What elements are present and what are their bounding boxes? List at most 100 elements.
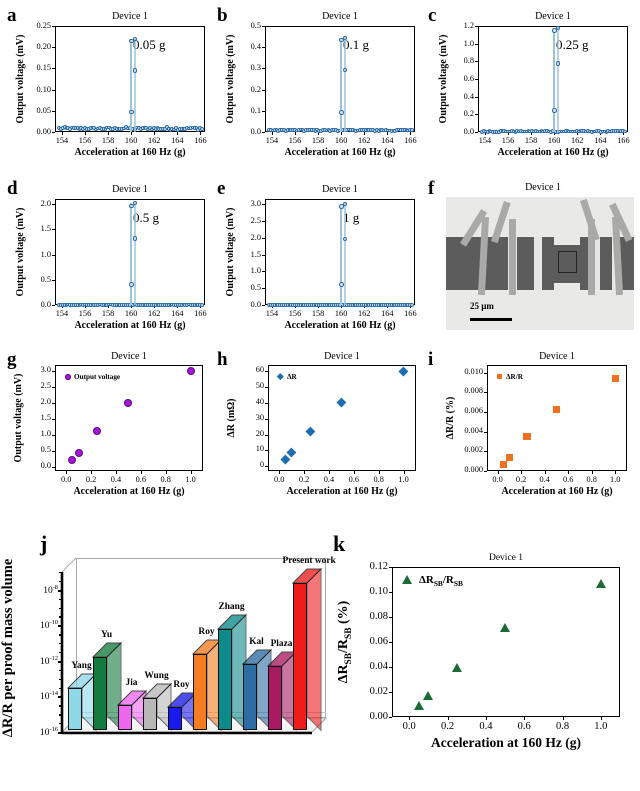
panel-j-ytick-minor bbox=[59, 572, 62, 574]
panel-k-title: Device 1 bbox=[488, 553, 524, 563]
panel-c-noise-marker bbox=[623, 129, 627, 134]
panel-j-ytick-minor bbox=[59, 607, 62, 609]
panel-label-c: c bbox=[428, 5, 437, 26]
panel-h-xtick-label: 0.0 bbox=[274, 475, 285, 484]
panel-c-xtick-label: 156 bbox=[501, 136, 515, 145]
panel-c-xtick bbox=[600, 132, 602, 136]
panel-j-ytick-label: 10-12 bbox=[40, 654, 58, 668]
panel-i-xtick-label: 0.8 bbox=[586, 475, 597, 484]
panel-k-xtick bbox=[600, 717, 602, 721]
panel-b-annotation: 0.1 g bbox=[343, 36, 369, 52]
panel-h-xtick-label: 0.8 bbox=[373, 475, 384, 484]
panel-i-ytick bbox=[483, 431, 487, 433]
panel-h-xtick bbox=[328, 471, 330, 475]
panel-k-ytick-label: 0.04 bbox=[369, 661, 388, 672]
panel-g-legend-label: Output voltage bbox=[74, 373, 121, 381]
panel-e-ytick-label: 2.5 bbox=[250, 215, 261, 225]
panel-j-bar-3d-faces bbox=[291, 567, 322, 732]
panel-k-xlabel: Acceleration at 160 Hz (g) bbox=[431, 735, 581, 750]
panel-a-ytick bbox=[51, 110, 55, 112]
panel-b-xtick-label: 158 bbox=[311, 136, 325, 145]
panel-j-bar bbox=[191, 638, 222, 732]
panel-k-legend-marker bbox=[402, 575, 412, 584]
panel-k-ytick-label: 0.10 bbox=[369, 586, 388, 597]
panel-i-xtick bbox=[521, 471, 523, 475]
panel-d-noise-marker bbox=[200, 302, 204, 307]
panel-g-xtick-label: 0.2 bbox=[85, 475, 97, 484]
panel-e-ytick-label: 0.5 bbox=[250, 283, 261, 293]
panel-g-ytick-label: 2.0 bbox=[40, 397, 51, 407]
panel-j-bar-label: Roy bbox=[198, 626, 215, 637]
panel-j-bar-label: Plaza bbox=[270, 639, 293, 650]
panel-k-ytick-label: 0.06 bbox=[369, 636, 388, 647]
panel-j-bar-label: Present work bbox=[282, 555, 336, 566]
panel-a-xtick-label: 164 bbox=[171, 136, 184, 145]
panel-b-noise-marker bbox=[410, 128, 414, 133]
panel-i-data-point bbox=[552, 405, 560, 413]
panel-a-xtick bbox=[154, 132, 156, 136]
panel-e-peak-stem bbox=[339, 203, 343, 305]
panel-a-ytick bbox=[51, 132, 55, 133]
panel-b-xtick bbox=[318, 132, 320, 136]
panel-j-bar-3d-faces bbox=[116, 690, 147, 732]
panel-e-ytick-label: 3.0 bbox=[250, 199, 261, 209]
panel-k-xtick-label: 0.6 bbox=[517, 721, 531, 732]
panel-k-legend-label: ΔRSB/RSB bbox=[419, 574, 463, 589]
panel-c-ytick bbox=[474, 61, 478, 63]
panel-a-xtick-label: 158 bbox=[101, 136, 115, 145]
panel-k-ytick bbox=[388, 642, 392, 643]
panel-i-data-point bbox=[611, 375, 619, 383]
panel-i-data-point bbox=[499, 460, 508, 468]
panel-i-xtick bbox=[544, 471, 546, 475]
panel-label-h: h bbox=[217, 349, 228, 370]
panel-j-bar-3d-faces bbox=[216, 613, 247, 732]
panel-k-ytick-label: 0.00 bbox=[369, 711, 388, 722]
sem-pad-right bbox=[619, 237, 634, 290]
panel-a-xtick-label: 162 bbox=[147, 136, 161, 145]
panel-d-ytick-label: 1.5 bbox=[40, 224, 51, 234]
panel-g-xtick-label: 0.8 bbox=[160, 475, 171, 484]
sem-pad-left bbox=[446, 237, 508, 290]
panel-g-xtick bbox=[190, 471, 192, 475]
panel-d-xtick-label: 164 bbox=[171, 309, 184, 318]
panel-c-ytick-label: 1.0 bbox=[463, 38, 474, 48]
panel-a-peak-marker bbox=[129, 38, 134, 44]
panel-f-title: Device 1 bbox=[525, 182, 561, 193]
panel-j-ytick bbox=[57, 732, 62, 734]
panel-g-xtick-label: 0.4 bbox=[110, 475, 122, 484]
panel-h-ytick-label: 30 bbox=[255, 412, 264, 422]
sem-wire-trace-3b bbox=[588, 219, 595, 295]
panel-a-xtick bbox=[200, 132, 202, 136]
panel-i-plot-frame bbox=[487, 365, 627, 471]
panel-j-ytick-minor bbox=[59, 580, 62, 583]
panel-k-ytick-label: 0.02 bbox=[369, 686, 388, 697]
panel-h-ytick bbox=[264, 402, 268, 404]
panel-d-ytick-label: 0.5 bbox=[40, 274, 51, 284]
panel-a-annotation: 0.05 g bbox=[133, 36, 166, 52]
panel-b-xtick-label: 154 bbox=[265, 136, 279, 145]
panel-g-data-point bbox=[93, 427, 102, 436]
panel-j-bar-label: Kal bbox=[249, 637, 264, 648]
panel-h-legend-label: ΔR bbox=[287, 373, 297, 381]
panel-j-ytick-minor bbox=[59, 616, 62, 618]
panel-b-ytick-label: 0.3 bbox=[250, 63, 261, 73]
panel-e-ytick-label: 1.0 bbox=[250, 266, 261, 276]
panel-j-ytick bbox=[57, 625, 62, 628]
panel-c-ytick bbox=[474, 43, 478, 45]
panel-b-ytick-label: 0.1 bbox=[250, 105, 261, 115]
panel-h-ytick bbox=[264, 434, 268, 436]
panel-a-ytick bbox=[51, 68, 55, 70]
panel-b-peak-marker bbox=[339, 110, 344, 115]
panel-j-bar-3d-faces bbox=[66, 672, 97, 732]
panel-k-xtick bbox=[447, 717, 449, 721]
panel-a-peak-stem bbox=[129, 38, 133, 132]
panel-j-bar-3d-faces bbox=[141, 683, 172, 732]
panel-k-ytick-label: 0.12 bbox=[369, 561, 388, 572]
panel-label-a: a bbox=[7, 5, 17, 26]
panel-k-data-point bbox=[413, 701, 424, 711]
panel-c-peak-stem-2 bbox=[556, 29, 559, 132]
panel-h-ytick-label: 60 bbox=[255, 365, 264, 375]
panel-d-ytick bbox=[51, 279, 55, 281]
panel-d-peak-marker bbox=[129, 282, 134, 287]
panel-d-title: Device 1 bbox=[112, 184, 148, 195]
